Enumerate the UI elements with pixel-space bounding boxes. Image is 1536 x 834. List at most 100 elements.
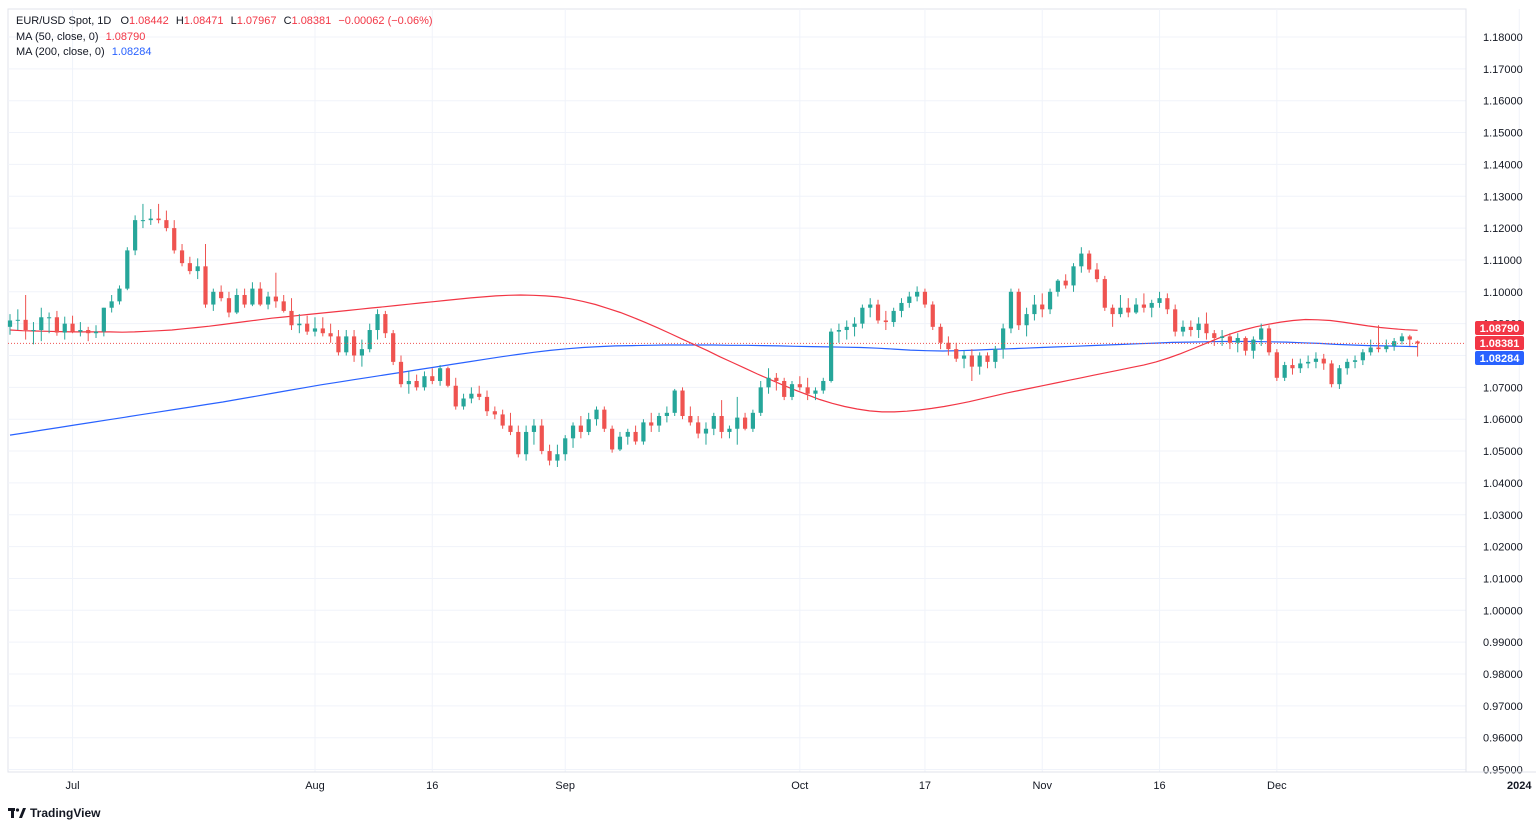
candle [852, 317, 857, 337]
candle [1321, 353, 1326, 370]
candle [829, 328, 834, 383]
ma50-line [9, 294, 1418, 413]
candle-body [453, 385, 458, 407]
y-tick-label: 1.12000 [1483, 223, 1523, 235]
candle [789, 380, 795, 401]
candle-body [555, 454, 560, 461]
candle [1274, 349, 1279, 381]
candle-body [305, 323, 310, 332]
candle [312, 317, 318, 337]
legend-low: 1.07967 [236, 15, 277, 27]
candle [1055, 279, 1060, 297]
candle [1032, 294, 1037, 321]
candle-body [1235, 337, 1240, 343]
candle [414, 374, 419, 391]
candle-body [242, 294, 247, 305]
candle-body [617, 436, 623, 450]
candle-body [875, 304, 881, 321]
candle-body [703, 428, 709, 434]
candle-body [375, 314, 380, 331]
x-tick-label: Oct [791, 780, 808, 792]
legend-ma200-row[interactable]: MA (200, close, 0) 1.08284 [16, 45, 433, 61]
candle [1407, 334, 1412, 346]
candle [1165, 293, 1170, 315]
candle [289, 298, 294, 331]
candle [610, 425, 615, 453]
candle [297, 314, 302, 334]
candle [344, 330, 349, 356]
candle-body [1087, 253, 1092, 270]
candle [1352, 355, 1358, 369]
candle [1227, 333, 1233, 350]
candle [195, 258, 200, 280]
y-tick-label: 1.11000 [1483, 255, 1522, 267]
legend-open: 1.08442 [129, 15, 169, 27]
candle-body [915, 291, 920, 297]
candle [1024, 307, 1029, 337]
candle [351, 330, 357, 362]
candle-body [758, 387, 763, 413]
legend-ma50-row[interactable]: MA (50, close, 0) 1.08790 [16, 30, 433, 46]
ma50-price-label-text: 1.08790 [1480, 323, 1520, 335]
candle [641, 419, 646, 445]
candle-body [868, 304, 873, 308]
candle [383, 310, 388, 338]
legend-ma50-value: 1.08790 [105, 30, 146, 43]
candle-body [1407, 336, 1412, 340]
candle-body [39, 317, 44, 331]
candle [1188, 320, 1193, 337]
candle-body [164, 220, 169, 229]
candle-body [1298, 363, 1303, 369]
legend-close-label: C [283, 15, 292, 27]
candle [1008, 288, 1014, 334]
candle-body [78, 330, 83, 332]
legend-symbol[interactable]: EUR/USD Spot, 1D [16, 15, 112, 27]
candle-body [117, 288, 122, 302]
candle-body [1047, 291, 1053, 310]
candle-body [1204, 323, 1209, 334]
candle-body [133, 220, 138, 251]
candle-body [250, 288, 255, 305]
candle-body [1360, 352, 1365, 361]
candle-body [508, 425, 513, 432]
x-tick-label: 2024 [1507, 780, 1532, 792]
candle [336, 330, 341, 356]
candle-body [899, 302, 904, 311]
candle [258, 282, 263, 307]
candles [7, 203, 1420, 467]
candle [883, 310, 888, 331]
candle-body [860, 307, 865, 324]
candle-body [1368, 347, 1373, 353]
y-tick-label: 1.10000 [1483, 287, 1523, 299]
candle-body [594, 409, 599, 420]
candle [47, 312, 52, 334]
candle [516, 425, 521, 458]
candle [156, 203, 161, 224]
candle-body [696, 422, 701, 434]
tradingview-logo-icon [8, 807, 26, 818]
tradingview-branding[interactable]: TradingView [8, 806, 100, 820]
ma200-series-line [9, 340, 1418, 436]
candle-body [821, 380, 826, 391]
candle-body [1071, 266, 1076, 286]
candle-body [1352, 360, 1358, 362]
candle [1415, 340, 1420, 357]
candle-body [312, 328, 318, 332]
legend-ma200-label: MA (200, close, 0) [16, 46, 105, 58]
candle-body [1165, 298, 1170, 310]
candle [438, 365, 443, 386]
y-tick-label: 1.00000 [1483, 605, 1523, 617]
legend-high: 1.08471 [183, 15, 224, 27]
candle [680, 387, 685, 420]
candle [391, 330, 396, 366]
candle [578, 416, 583, 439]
ma200-price-label-bg [1475, 351, 1524, 365]
candle [563, 435, 568, 461]
candle [86, 326, 91, 342]
candle [946, 336, 951, 356]
candle-body [570, 425, 576, 439]
candle [899, 298, 904, 318]
candle-body [422, 376, 427, 388]
